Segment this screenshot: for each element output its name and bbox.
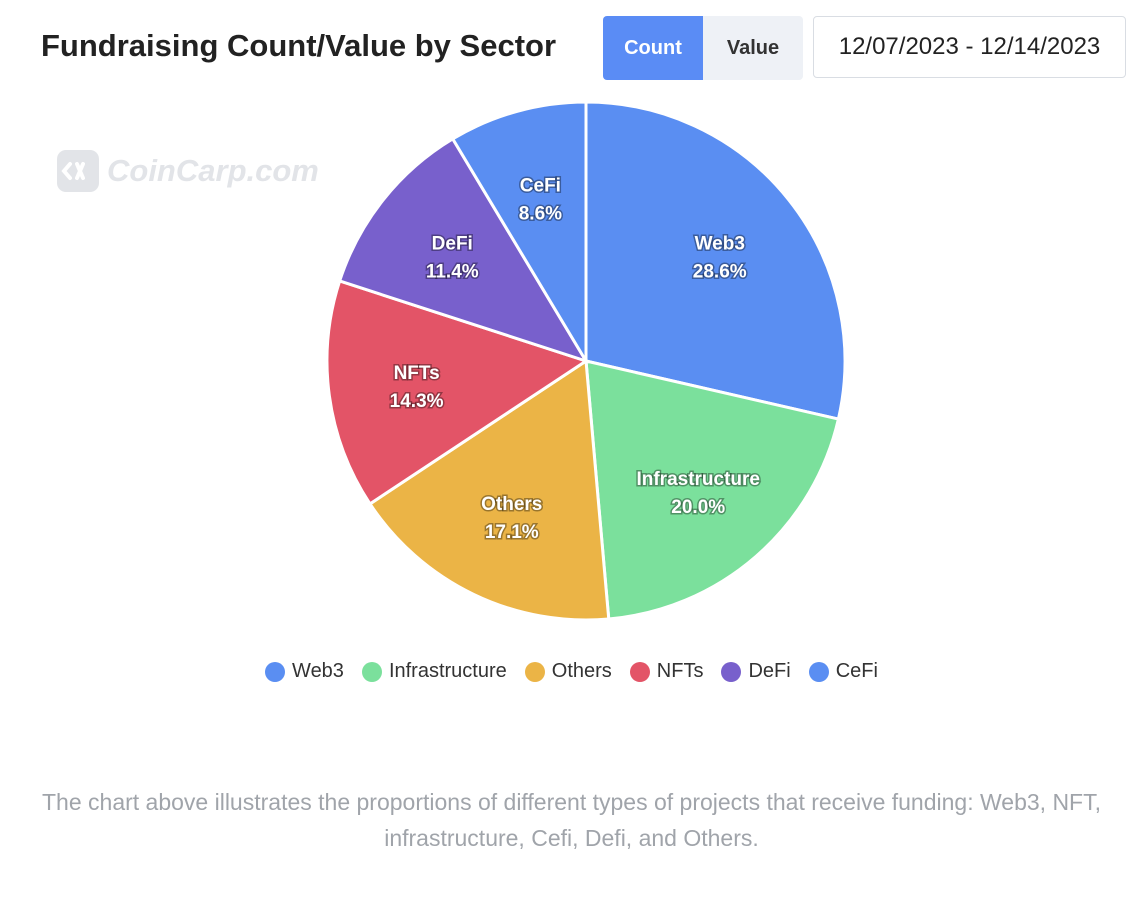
slice-label-infrastructure: Infrastructure	[636, 469, 760, 490]
slice-value-web3: 28.6%	[693, 262, 747, 283]
date-range-picker[interactable]: 12/07/2023 - 12/14/2023	[813, 16, 1126, 78]
slice-value-defi: 11.4%	[426, 262, 479, 283]
count-toggle-button[interactable]: Count	[603, 16, 703, 80]
legend-dot-others	[524, 661, 545, 682]
legend-dot-defi	[721, 661, 742, 682]
pie-slice-defi[interactable]	[337, 136, 590, 364]
chart-legend: Web3 Infrastructure Others NFTs DeFi CeFi	[0, 660, 1143, 683]
page-title: Fundraising Count/Value by Sector	[41, 28, 557, 63]
watermark-text: CoinCarp.com	[107, 153, 319, 188]
pie-slice-nfts[interactable]	[325, 279, 590, 506]
slice-label-cefi: CeFi	[520, 175, 561, 196]
slice-label-web3: Web3	[695, 234, 745, 255]
slice-label-defi: DeFi	[432, 234, 473, 255]
legend-label-defi: DeFi	[748, 660, 791, 682]
legend-label-cefi: CeFi	[835, 660, 878, 682]
slice-value-others: 17.1%	[485, 522, 539, 543]
legend-item-cefi[interactable]: CeFi	[808, 660, 878, 683]
count-value-toggle: Count Value	[603, 16, 803, 80]
coincarp-logo-icon	[57, 150, 99, 192]
legend-item-web3[interactable]: Web3	[265, 660, 344, 683]
pie-chart: Web3 28.6% Infrastructure 20.0% Others 17.1% N…	[325, 100, 847, 622]
chart-caption: The chart above illustrates the proporti…	[42, 789, 1101, 851]
value-toggle-button[interactable]: Value	[703, 16, 803, 80]
legend-label-nfts: NFTs	[656, 660, 704, 682]
slice-label-others: Others	[481, 494, 542, 515]
coincarp-watermark: CoinCarp.com	[57, 150, 319, 192]
slice-value-nfts: 14.3%	[390, 391, 444, 412]
legend-item-others[interactable]: Others	[524, 660, 612, 683]
legend-dot-nfts	[629, 661, 650, 682]
legend-label-web3: Web3	[292, 660, 344, 682]
pie-slice-web3[interactable]	[584, 100, 847, 421]
legend-item-defi[interactable]: DeFi	[721, 660, 791, 683]
legend-label-infrastructure: Infrastructure	[388, 660, 507, 682]
legend-dot-infrastructure	[361, 661, 382, 682]
pie-slice-others[interactable]	[367, 358, 611, 622]
slice-value-infrastructure: 20.0%	[671, 497, 725, 518]
legend-item-infrastructure[interactable]: Infrastructure	[361, 660, 507, 683]
pie-slice-infrastructure[interactable]	[584, 359, 841, 621]
legend-item-nfts[interactable]: NFTs	[629, 660, 704, 683]
slice-value-cefi: 8.6%	[519, 203, 562, 224]
legend-dot-web3	[265, 661, 286, 682]
pie-slice-cefi[interactable]	[450, 100, 588, 367]
slice-label-nfts: NFTs	[394, 363, 440, 384]
legend-label-others: Others	[551, 660, 612, 682]
legend-dot-cefi	[808, 661, 829, 682]
